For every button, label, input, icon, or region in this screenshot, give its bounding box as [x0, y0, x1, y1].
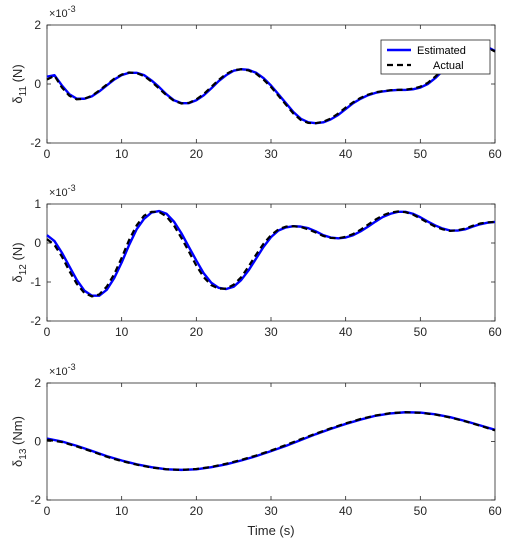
series-line-actual — [46, 411, 496, 471]
x-tick-label: 60 — [488, 147, 502, 161]
y-exponent-label: ×10-3 — [49, 183, 76, 199]
series-line-actual — [46, 44, 496, 125]
x-tick-label: 30 — [264, 325, 278, 339]
y-axis-subscript: 11 — [18, 86, 29, 97]
x-tick-label: 40 — [339, 504, 353, 518]
x-tick-label: 60 — [488, 504, 502, 518]
y-axis-label: δ12 (N) — [10, 242, 29, 282]
legend-label-estimated: Estimated — [417, 45, 466, 57]
series-line-estimated — [46, 209, 496, 297]
x-tick-label: 10 — [115, 325, 129, 339]
y-axis-unit: (N) — [10, 242, 25, 264]
y-tick-label: -1 — [30, 275, 41, 289]
y-tick-label: 0 — [34, 77, 41, 91]
x-tick-label: 10 — [115, 504, 129, 518]
x-tick-label: 60 — [488, 325, 502, 339]
y-axis-unit: (N) — [10, 64, 25, 86]
y-tick-label: 2 — [34, 376, 41, 390]
x-tick-label: 50 — [414, 504, 428, 518]
y-tick-label: 1 — [34, 197, 41, 211]
plot-area — [46, 382, 496, 501]
legend-box — [380, 39, 491, 75]
y-exponent-power: -3 — [68, 183, 76, 193]
y-axis-unit: (Nm) — [10, 416, 25, 449]
x-axis-label: Time (s) — [247, 523, 294, 538]
y-axis-symbol: δ — [10, 460, 25, 467]
y-tick-label: 0 — [34, 236, 41, 250]
series-line-actual — [46, 210, 496, 298]
chart-panel-2: 0 10 20 30 40 50 60 -2 -1 0 1 ×10-3 δ12 (N) — [10, 183, 502, 339]
y-exponent-base: ×10 — [49, 366, 68, 378]
y-tick-label: -2 — [30, 314, 41, 328]
y-exponent-power: -3 — [68, 4, 76, 14]
x-tick-label: 10 — [115, 147, 129, 161]
y-axis-subscript: 13 — [18, 448, 29, 460]
y-tick-label: -2 — [30, 136, 41, 150]
x-tick-label: 20 — [190, 504, 204, 518]
x-tick-label: 50 — [414, 325, 428, 339]
y-axis-symbol: δ — [10, 96, 25, 103]
y-exponent-label: ×10-3 — [49, 362, 76, 378]
legend: Estimated Actual — [380, 39, 491, 75]
y-axis-symbol: δ — [10, 275, 25, 282]
y-tick-label: -2 — [30, 493, 41, 507]
x-tick-label: 20 — [190, 147, 204, 161]
y-exponent-power: -3 — [68, 362, 76, 372]
x-tick-label: 30 — [264, 504, 278, 518]
y-exponent-base: ×10 — [49, 8, 68, 20]
x-tick-label: 50 — [414, 147, 428, 161]
x-tick-label: 20 — [190, 325, 204, 339]
x-tick-label: 0 — [44, 147, 51, 161]
x-tick-label: 40 — [339, 325, 353, 339]
y-axis-subscript: 12 — [18, 264, 29, 276]
legend-label-actual: Actual — [433, 60, 464, 72]
x-tick-label: 40 — [339, 147, 353, 161]
y-axis-label: δ11 (N) — [10, 64, 29, 103]
x-tick-label: 0 — [44, 325, 51, 339]
y-axis-label: δ13 (Nm) — [10, 416, 29, 467]
y-tick-label: 0 — [34, 435, 41, 449]
x-tick-label: 0 — [44, 504, 51, 518]
y-exponent-base: ×10 — [49, 187, 68, 199]
x-tick-label: 30 — [264, 147, 278, 161]
y-tick-label: 2 — [34, 18, 41, 32]
y-exponent-label: ×10-3 — [49, 4, 76, 20]
